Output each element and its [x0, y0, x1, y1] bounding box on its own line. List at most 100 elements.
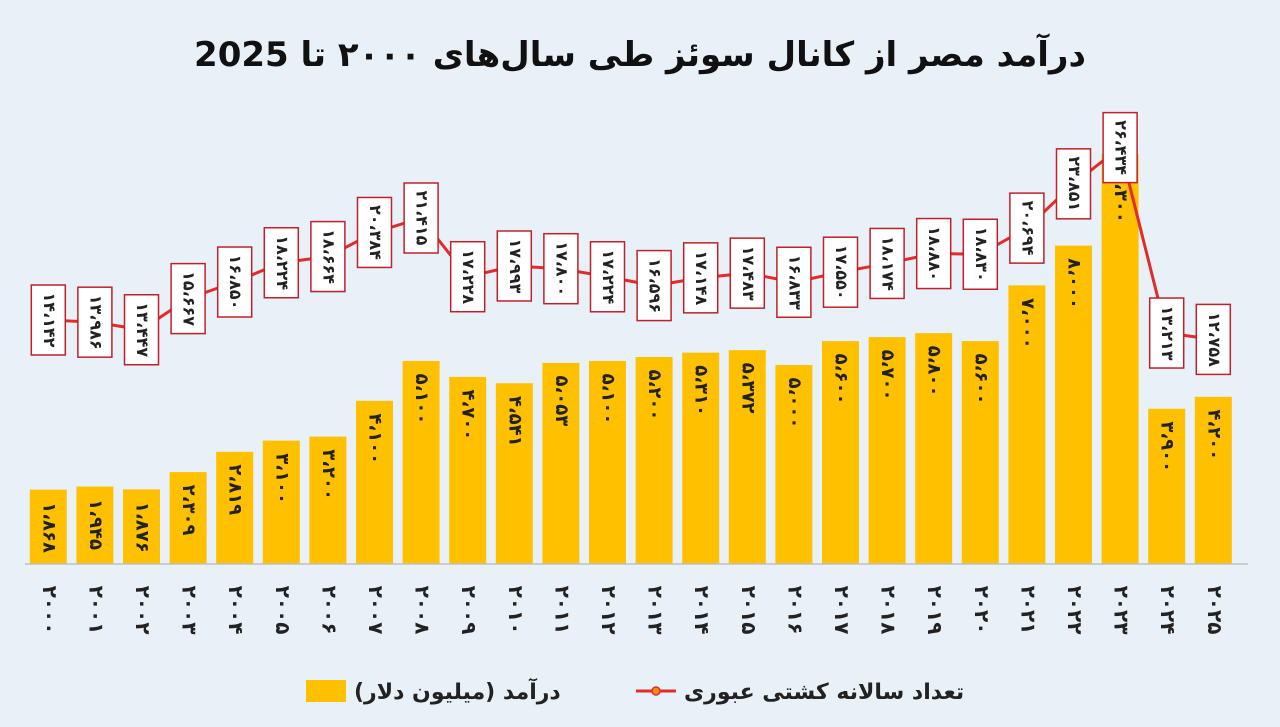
line-point-box-23 — [1102, 111, 1138, 184]
bar-value-label-14: ۵،۳۱۰ — [691, 365, 712, 416]
legend-bar-swatch — [306, 680, 346, 702]
line-point-box-22 — [1055, 148, 1092, 220]
line-point-box-13 — [636, 249, 672, 322]
bar-20 — [961, 341, 999, 564]
line-value-label-0: ۱۴،۱۴۲ — [40, 293, 59, 348]
bar-value-label-7: ۴،۱۰۰ — [365, 413, 386, 464]
bar-21 — [1008, 285, 1046, 564]
line-value-label-19: ۱۸،۸۸۰ — [925, 226, 944, 281]
bar-15 — [728, 350, 766, 564]
bar-7 — [356, 400, 393, 564]
bar-value-label-10: ۴،۵۴۱ — [504, 396, 525, 447]
line-value-label-15: ۱۷،۴۸۳ — [739, 246, 758, 301]
line-point-box-10 — [496, 230, 533, 302]
line-point-box-15 — [729, 237, 766, 309]
line-series-group: ۱۴،۱۴۲ ۱۳،۹۸۶ ۱۳،۴۴۷ ۱۵،۶۶۷ ۱۶،۸۵۰ ۱۸،۲۲۴ ۱۸،۶… — [30, 111, 1232, 376]
line-value-label-17: ۱۷،۵۵۰ — [832, 245, 851, 300]
line-point-box-17 — [822, 236, 859, 308]
bar-value-label-2: ۱،۸۷۶ — [132, 502, 153, 553]
x-tick-label-1: ۲۰۰۱ — [84, 586, 108, 635]
bar-22 — [1055, 245, 1092, 564]
line-point-box-3 — [170, 262, 206, 335]
bar-6 — [309, 436, 347, 564]
line-point-box-24 — [1148, 297, 1185, 369]
bar-value-label-19: ۵،۸۰۰ — [924, 346, 945, 397]
bar-value-label-17: ۵،۶۰۰ — [831, 354, 852, 405]
x-tick-label-19: ۲۰۱۹ — [923, 586, 947, 635]
line-point-box-4 — [216, 246, 253, 318]
bar-value-label-9: ۴،۷۰۰ — [458, 390, 479, 441]
line-point-box-2 — [123, 293, 160, 366]
x-tick-label-21: ۲۰۲۱ — [1016, 586, 1040, 635]
line-value-label-22: ۲۳،۸۵۱ — [1065, 156, 1084, 211]
line-point-box-1 — [77, 286, 113, 358]
bar-23 — [1101, 154, 1139, 564]
line-value-label-23: ۲۶،۴۳۴ — [1112, 120, 1131, 175]
line-value-label-2: ۱۳،۴۴۷ — [133, 302, 152, 357]
bar-0 — [29, 489, 67, 564]
x-tick-label-4: ۲۰۰۴ — [224, 586, 248, 635]
legend-bar-label: درآمد (میلیون دلار) — [354, 677, 561, 705]
line-point-box-0 — [30, 284, 67, 356]
bar-25 — [1194, 396, 1232, 564]
bar-value-label-5: ۳،۱۰۰ — [271, 453, 292, 504]
bar-1 — [76, 486, 114, 564]
line-point-box-19 — [915, 217, 952, 290]
line-point-box-8 — [403, 182, 439, 254]
x-tick-label-12: ۲۰۱۲ — [597, 586, 621, 635]
bar-13 — [635, 357, 673, 564]
x-tick-label-25: ۲۰۲۵ — [1203, 586, 1227, 635]
x-tick-label-15: ۲۰۱۵ — [737, 586, 761, 635]
x-tick-label-3: ۲۰۰۳ — [178, 586, 202, 635]
x-tick-label-8: ۲۰۰۸ — [411, 586, 435, 635]
bar-16 — [775, 364, 813, 564]
line-value-label-9: ۱۷،۲۲۸ — [459, 249, 478, 304]
line-point-box-11 — [543, 232, 579, 305]
line-point-box-6 — [310, 220, 346, 293]
line-value-label-21: ۲۰،۶۹۴ — [1018, 201, 1037, 256]
line-value-label-4: ۱۶،۸۵۰ — [226, 255, 245, 310]
line-value-label-11: ۱۷،۸۰۰ — [552, 241, 571, 296]
bar-value-label-15: ۵،۳۷۲ — [737, 363, 758, 414]
bar-value-label-8: ۵،۱۰۰ — [411, 374, 432, 425]
x-tick-label-11: ۲۰۱۱ — [550, 586, 574, 635]
line-value-label-24: ۱۳،۲۱۳ — [1158, 306, 1177, 361]
bar-value-label-22: ۸،۰۰۰ — [1064, 258, 1085, 309]
bar-11 — [542, 362, 580, 564]
x-tick-label-24: ۲۰۲۴ — [1156, 586, 1180, 635]
bar-value-label-13: ۵،۲۰۰ — [644, 370, 665, 421]
bar-19 — [915, 333, 953, 564]
line-point-box-20 — [962, 218, 999, 291]
line-point-box-5 — [263, 227, 300, 299]
line-value-label-6: ۱۸،۶۶۴ — [319, 229, 338, 284]
line-value-label-10: ۱۷،۹۹۳ — [506, 239, 525, 294]
x-tick-label-23: ۲۰۲۳ — [1110, 586, 1134, 635]
x-tick-label-10: ۲۰۱۰ — [504, 586, 528, 635]
line-value-label-25: ۱۲،۷۵۸ — [1205, 312, 1224, 367]
bar-value-label-21: ۷،۰۰۰ — [1017, 298, 1038, 349]
line-value-label-14: ۱۷،۱۴۸ — [692, 250, 711, 305]
bar-value-label-25: ۴،۲۰۰ — [1203, 409, 1224, 460]
line-point-box-14 — [682, 242, 719, 314]
x-tick-label-17: ۲۰۱۷ — [830, 586, 854, 635]
bar-value-label-0: ۱،۸۶۸ — [38, 502, 59, 553]
line-point-box-25 — [1195, 303, 1232, 376]
x-tick-label-2: ۲۰۰۲ — [131, 586, 155, 635]
chart-title: درآمد مصر از کانال سوئز طی سال‌های ۲۰۰۰ … — [194, 33, 1086, 75]
x-tick-label-22: ۲۰۲۲ — [1063, 586, 1087, 635]
bar-24 — [1148, 408, 1186, 564]
line-value-label-8: ۲۱،۴۱۵ — [413, 191, 432, 246]
bar-8 — [402, 360, 440, 564]
line-point-box-7 — [356, 196, 393, 269]
bar-value-label-3: ۲،۳۰۹ — [178, 485, 199, 536]
line-value-label-5: ۱۸،۲۲۴ — [273, 235, 292, 290]
bar-2 — [123, 489, 160, 564]
x-tick-label-5: ۲۰۰۵ — [271, 586, 295, 635]
bar-value-label-1: ۱،۹۴۵ — [85, 499, 106, 550]
x-tick-label-20: ۲۰۲۰ — [970, 586, 994, 635]
legend-line-dot — [651, 686, 661, 696]
line-point-box-16 — [776, 246, 812, 319]
legend: تعداد سالانه کشتی عبوری درآمد (میلیون دل… — [306, 677, 964, 705]
bar-14 — [682, 352, 720, 564]
